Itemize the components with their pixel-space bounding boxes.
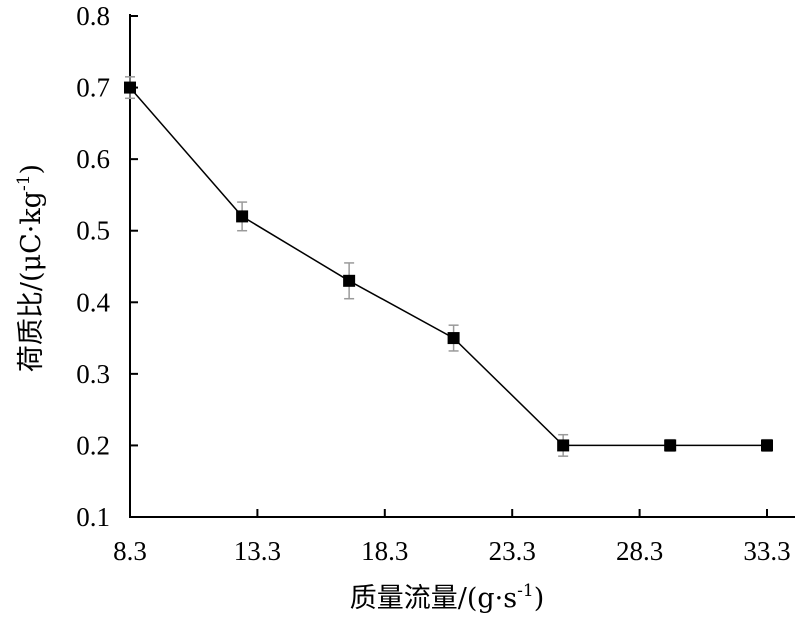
data-point [236, 210, 249, 223]
x-axis-title: 质量流量/(g·s-1) [350, 581, 544, 614]
axes [129, 14, 795, 518]
y-tick-label: 0.8 [76, 1, 110, 31]
x-tick-label: 13.3 [234, 536, 281, 566]
x-axis-title-sup: -1 [517, 581, 534, 601]
y-tick-label: 0.1 [76, 502, 110, 532]
y-axis-title: 荷质比/(μC·kg-1) [14, 164, 47, 372]
y-axis-title-text: 荷质比/(μC·kg [16, 191, 47, 372]
series-line [129, 87, 767, 447]
y-tick-label: 0.6 [76, 144, 110, 174]
y-axis-title-close: ) [16, 164, 47, 175]
y-tick-label: 0.3 [76, 359, 110, 389]
data-point [124, 81, 136, 94]
data-point [343, 274, 356, 287]
x-axis-title-close: ) [534, 583, 545, 614]
data-point [761, 439, 773, 452]
x-tick-label: 33.3 [743, 536, 790, 566]
series [124, 76, 773, 457]
y-tick-label: 0.2 [76, 430, 110, 460]
data-point [664, 439, 677, 452]
y-tick-label: 0.5 [76, 216, 110, 246]
y-tick-label: 0.4 [76, 287, 110, 317]
x-tick-label: 28.3 [616, 536, 663, 566]
x-tick-label: 23.3 [489, 536, 536, 566]
data-point [557, 439, 570, 452]
y-tick-label: 0.7 [76, 73, 110, 103]
x-axis-title-text: 质量流量/(g·s [350, 583, 517, 614]
y-ticks: 0.1 0.2 0.3 0.4 0.5 0.6 0.7 0.8 [76, 1, 138, 532]
y-axis-title-sup: -1 [14, 174, 34, 191]
x-tick-label: 18.3 [361, 536, 408, 566]
x-ticks: 8.3 13.3 18.3 23.3 28.3 33.3 [113, 509, 791, 566]
x-tick-label: 8.3 [113, 536, 147, 566]
data-point [447, 332, 460, 345]
